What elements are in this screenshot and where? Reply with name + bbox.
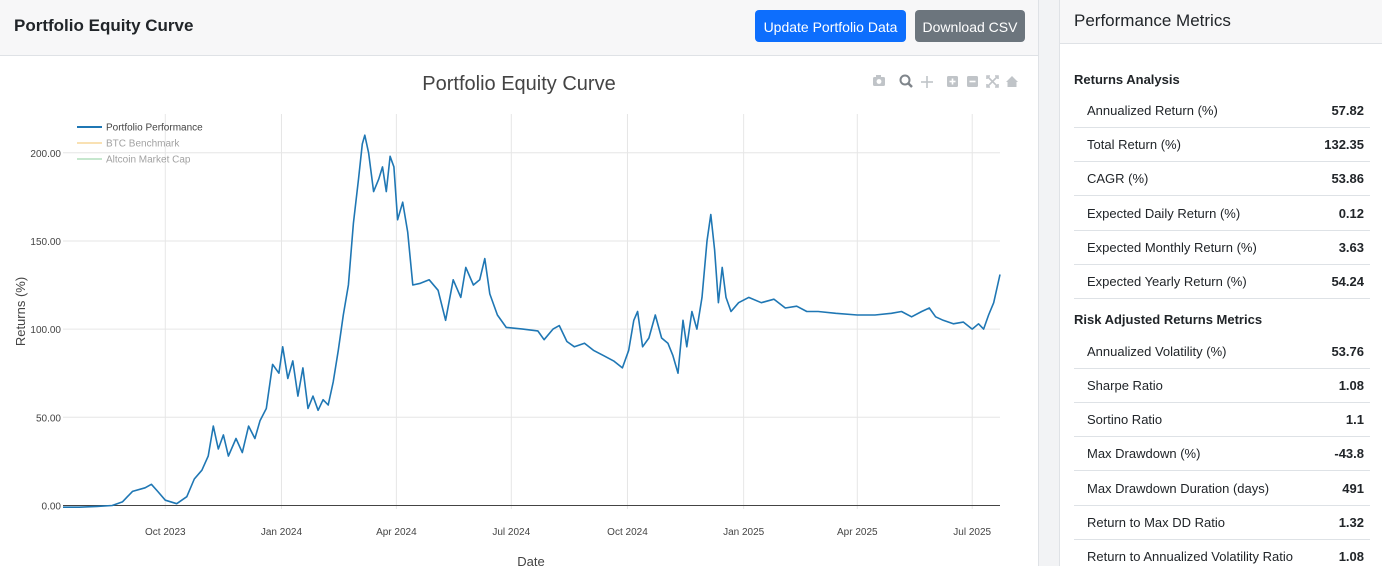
metric-label: CAGR (%) (1087, 171, 1149, 186)
metric-value: 0.12 (1338, 206, 1364, 221)
metric-value: 1.32 (1338, 515, 1364, 530)
chart-title: Portfolio Equity Curve (422, 73, 615, 95)
x-tick-label: Jul 2025 (953, 527, 991, 538)
y-tick-label: 50.00 (36, 413, 61, 424)
metrics-header: Performance Metrics (1060, 0, 1382, 44)
zoom-icon[interactable] (899, 74, 913, 88)
metric-label: Return to Annualized Volatility Ratio (1087, 549, 1293, 564)
legend-item[interactable]: BTC Benchmark (77, 139, 180, 150)
returns-section-title: Returns Analysis (1074, 72, 1180, 87)
metric-value: 1.1 (1345, 412, 1364, 427)
metric-value: 53.86 (1331, 171, 1364, 186)
metric-value: -43.8 (1334, 446, 1364, 461)
metric-value: 54.24 (1331, 274, 1364, 289)
x-axis-title: Date (517, 554, 544, 566)
legend-item[interactable]: Portfolio Performance (77, 123, 203, 134)
legend-label: BTC Benchmark (106, 139, 180, 150)
autoscale-icon[interactable] (986, 75, 999, 88)
metric-row-cagr: CAGR (%) 53.86 (1074, 161, 1370, 196)
x-tick-label: Jul 2024 (492, 527, 530, 538)
metric-label: Total Return (%) (1087, 137, 1181, 152)
download-csv-button[interactable]: Download CSV (915, 10, 1025, 42)
risk-section-title: Risk Adjusted Returns Metrics (1074, 312, 1263, 327)
metric-label: Max Drawdown (%) (1087, 446, 1201, 461)
metric-label: Expected Yearly Return (%) (1087, 274, 1247, 289)
camera-icon[interactable] (873, 75, 885, 86)
metric-value: 53.76 (1331, 344, 1364, 359)
metric-row-max-drawdown: Max Drawdown (%) -43.8 (1074, 436, 1370, 471)
metric-value: 1.08 (1338, 549, 1364, 564)
pan-icon[interactable] (921, 76, 933, 88)
page-title: Portfolio Equity Curve (14, 16, 194, 35)
equity-chart[interactable]: Portfolio Equity Curve (0, 56, 1038, 566)
metric-row-expected-yearly-return: Expected Yearly Return (%) 54.24 (1074, 264, 1370, 299)
series-layer (63, 134, 1001, 508)
series-line-portfolio-performance[interactable] (63, 134, 1001, 508)
zoom-out-icon[interactable] (967, 76, 978, 87)
metric-row-total-return: Total Return (%) 132.35 (1074, 127, 1370, 162)
metric-row-return-to-volatility: Return to Annualized Volatility Ratio 1.… (1074, 539, 1370, 566)
metric-label: Sortino Ratio (1087, 412, 1163, 427)
y-tick-label: 0.00 (42, 501, 62, 512)
metric-row-expected-monthly-return: Expected Monthly Return (%) 3.63 (1074, 230, 1370, 265)
metric-value: 491 (1342, 481, 1364, 496)
metric-value: 57.82 (1331, 103, 1364, 118)
equity-curve-card: Portfolio Equity Curve Update Portfolio … (0, 0, 1039, 566)
metric-label: Expected Daily Return (%) (1087, 206, 1241, 221)
y-axis-title: Returns (%) (13, 277, 28, 346)
metric-value: 132.35 (1324, 137, 1364, 152)
metric-label: Sharpe Ratio (1087, 378, 1163, 393)
update-portfolio-button[interactable]: Update Portfolio Data (755, 10, 906, 42)
chart-modebar (873, 74, 1018, 88)
plot-container[interactable]: Portfolio Equity Curve (0, 56, 1038, 566)
x-tick-label: Oct 2024 (607, 527, 648, 538)
y-tick-label: 200.00 (30, 149, 61, 160)
metric-label: Return to Max DD Ratio (1087, 515, 1225, 530)
metric-row-max-drawdown-duration: Max Drawdown Duration (days) 491 (1074, 471, 1370, 506)
performance-metrics-panel: Performance Metrics Returns Analysis Ann… (1059, 0, 1382, 566)
metric-row-expected-daily-return: Expected Daily Return (%) 0.12 (1074, 196, 1370, 231)
metrics-title: Performance Metrics (1074, 11, 1231, 30)
card-header: Portfolio Equity Curve Update Portfolio … (0, 0, 1038, 56)
metric-label: Max Drawdown Duration (days) (1087, 481, 1270, 496)
metric-row-return-to-max-dd: Return to Max DD Ratio 1.32 (1074, 505, 1370, 540)
x-tick-label: Oct 2023 (145, 527, 186, 538)
home-icon[interactable] (1006, 76, 1018, 87)
metric-row-sharpe-ratio: Sharpe Ratio 1.08 (1074, 368, 1370, 403)
x-tick-label: Jan 2025 (723, 527, 765, 538)
metric-label: Annualized Volatility (%) (1087, 344, 1227, 359)
metric-value: 1.08 (1338, 378, 1364, 393)
metric-value: 3.63 (1338, 240, 1364, 255)
y-axis-ticks: 0.00 50.00 100.00 150.00 200.00 (30, 149, 61, 513)
legend-label: Altcoin Market Cap (106, 155, 191, 166)
metric-row-annualized-return: Annualized Return (%) 57.82 (1074, 93, 1370, 128)
x-axis-ticks: Oct 2023 Jan 2024 Apr 2024 Jul 2024 Oct 2024… (145, 527, 992, 538)
y-tick-label: 150.00 (30, 237, 61, 248)
chart-gridlines (63, 114, 1000, 509)
metric-row-sortino-ratio: Sortino Ratio 1.1 (1074, 402, 1370, 437)
y-tick-label: 100.00 (30, 325, 61, 336)
legend-label: Portfolio Performance (106, 123, 203, 134)
x-tick-label: Apr 2024 (376, 527, 417, 538)
legend-item[interactable]: Altcoin Market Cap (77, 155, 191, 166)
metric-label: Annualized Return (%) (1087, 103, 1218, 118)
metric-row-annualized-volatility: Annualized Volatility (%) 53.76 (1074, 334, 1370, 369)
x-tick-label: Apr 2025 (837, 527, 878, 538)
chart-legend[interactable]: Portfolio Performance BTC Benchmark Altcoi… (77, 123, 203, 166)
metric-label: Expected Monthly Return (%) (1087, 240, 1257, 255)
zoom-in-icon[interactable] (947, 76, 958, 87)
x-tick-label: Jan 2024 (261, 527, 303, 538)
